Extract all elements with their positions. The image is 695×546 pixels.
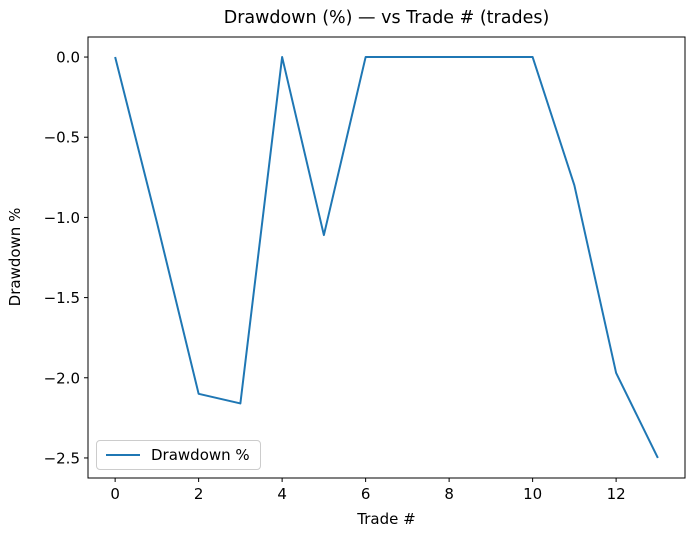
legend-line-sample-icon xyxy=(106,454,140,456)
x-tick-label: 2 xyxy=(194,485,204,503)
y-tick-label: −2.0 xyxy=(44,369,80,387)
axes-group: 0 2 4 6 8 10 12 0.0 −0.5 −1.0 −1.5 −2.0 −2.5 xyxy=(44,36,686,503)
plot-border xyxy=(87,36,686,479)
x-axis-label: Trade # xyxy=(357,510,416,528)
y-axis-label: Drawdown % xyxy=(5,207,24,307)
x-tick-label: 8 xyxy=(444,485,454,503)
chart-title: Drawdown (%) — vs Trade # (trades) xyxy=(223,8,550,28)
drawdown-line xyxy=(114,56,659,459)
y-tick-label: −0.5 xyxy=(44,129,80,147)
x-tick-label: 6 xyxy=(361,485,371,503)
x-tick-label: 10 xyxy=(523,485,542,503)
legend: Drawdown % xyxy=(96,440,261,470)
x-tick-label: 0 xyxy=(110,485,120,503)
y-tick-label: −1.5 xyxy=(44,289,80,307)
x-tick-label: 12 xyxy=(607,485,626,503)
y-tick-label: 0.0 xyxy=(56,49,80,67)
y-tick-label: −1.0 xyxy=(44,209,80,227)
y-tick-label: −2.5 xyxy=(44,449,80,467)
legend-label: Drawdown % xyxy=(151,446,250,464)
x-tick-label: 4 xyxy=(277,485,287,503)
